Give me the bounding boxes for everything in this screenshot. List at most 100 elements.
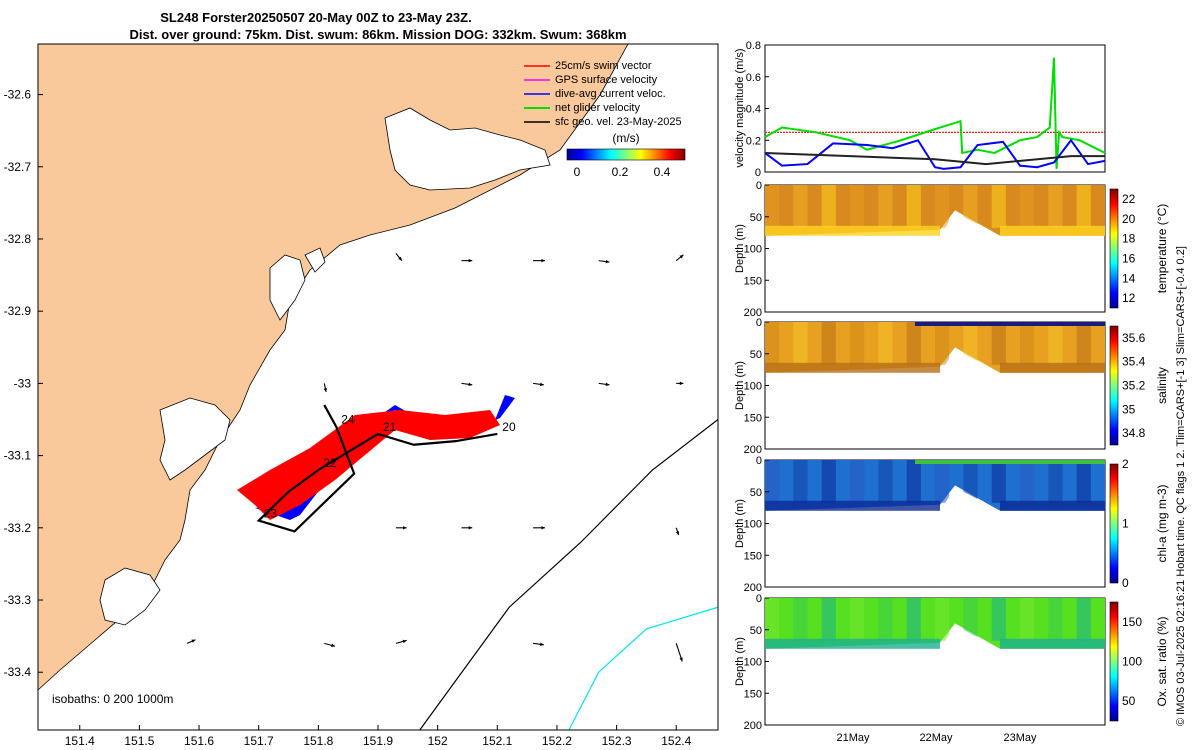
map-y-tick-label: -33.3 [4, 593, 32, 607]
chla-colorbar-label: chl-a (mg m-3) [1155, 484, 1169, 562]
velocity-series-black [764, 151, 1105, 166]
salinity-hump-gap [940, 349, 1000, 373]
temperature-band [850, 185, 865, 228]
oxygen-band [878, 598, 893, 641]
oxygen-band [765, 598, 780, 641]
temperature-y-tick-label: 200 [744, 307, 762, 319]
oxygen-colorbar-tick: 150 [1122, 615, 1142, 629]
chla-band [821, 460, 836, 503]
oxygen-deep-layer [1000, 638, 1105, 649]
salinity-colorbar-tick: 34.8 [1122, 426, 1146, 440]
map-x-tick-label: 151.8 [303, 734, 333, 748]
geo-vector-arrow [675, 527, 680, 536]
salinity-y-tick-label: 0 [756, 317, 762, 329]
map-colorbar-tick-2: 0.4 [654, 165, 671, 179]
map-colorbar-tick-0: 0 [574, 165, 581, 179]
temperature-band [765, 185, 780, 228]
velocity-y-tick-label: 0.8 [746, 40, 761, 52]
map-x-tick-label: 151.5 [124, 734, 154, 748]
lake-small [304, 247, 326, 273]
map-colorbar [566, 148, 686, 161]
chla-band [850, 460, 865, 503]
glider-track [256, 404, 498, 533]
track-day-label: 21 [383, 420, 397, 434]
temperature-band [1076, 185, 1091, 228]
track-day-label: 22 [323, 456, 337, 470]
legend-gps: GPS surface velocity [555, 74, 658, 86]
lake-south [99, 567, 161, 626]
temperature-colorbar [1109, 188, 1119, 309]
salinity-band [850, 322, 865, 365]
chla-y-tick-label: 200 [744, 582, 762, 594]
geo-vector-arrow [461, 382, 473, 387]
legend-net: net glider velocity [555, 102, 640, 114]
oxygen-ylabel: Depth (m) [734, 637, 746, 686]
salinity-band [906, 322, 921, 365]
map-y-tick-label: -33.4 [4, 665, 32, 679]
velocity-y-tick-label: 0 [755, 167, 761, 179]
temperature-panel: 0 50 100 150 200 Depth (m) 12 14 16 18 20 22 tempera… [734, 180, 1169, 319]
salinity-band [935, 322, 950, 365]
map-y-tick-label: -32.6 [4, 88, 32, 102]
geo-vector-arrow [395, 639, 407, 644]
temperature-deep-layer [765, 225, 940, 236]
geo-vector-arrow [598, 382, 610, 387]
map-x-tick-label: 151.9 [363, 734, 393, 748]
isobath-200 [419, 419, 718, 730]
chla-hump-gap [940, 487, 1000, 511]
salinity-band [765, 322, 780, 365]
oxygen-band [963, 598, 978, 641]
salinity-band [1020, 322, 1035, 365]
chla-band [1076, 460, 1091, 503]
legend-dive: dive-avg current veloc. [555, 88, 666, 100]
geo-vector-arrow [395, 253, 403, 261]
velocity-y-tick-label: 0.2 [746, 135, 761, 147]
swim-vector-band [237, 410, 500, 520]
salinity-band [1048, 322, 1063, 365]
oxygen-band [991, 598, 1006, 641]
geo-vector-arrow [533, 526, 546, 530]
temperature-y-tick-label: 100 [744, 244, 762, 256]
map-x-tick-label: 152 [428, 734, 448, 748]
map-legend: 25cm/s swim vector GPS surface velocity … [524, 60, 686, 179]
x-tick-21may: 21May [836, 732, 870, 744]
velocity-y-tick-label: 0.6 [746, 72, 761, 84]
temperature-deep-layer [1000, 225, 1105, 236]
salinity-y-tick-label: 100 [744, 381, 762, 393]
map-x-tick-label: 152.2 [542, 734, 572, 748]
geo-vector-arrow [323, 383, 328, 393]
geo-vector-arrow [186, 639, 196, 644]
geo-vector-arrow [598, 259, 610, 264]
chla-band [793, 460, 808, 503]
salinity-colorbar-tick: 35 [1122, 402, 1136, 416]
map-colorbar-label: (m/s) [612, 131, 639, 145]
chla-band [1020, 460, 1035, 503]
salinity-colorbar-tick: 35.6 [1122, 331, 1146, 345]
temperature-colorbar-tick: 12 [1122, 291, 1136, 305]
chla-band [906, 460, 921, 503]
velocity-panel: 0 0.2 0.4 0.6 0.8 velocity magnitude (m/s) [734, 40, 1106, 179]
oxygen-panel: 0 50 100 150 200 Depth (m) 50 100 150 Ox. sat. ra… [734, 593, 1169, 732]
geo-vector-arrow [533, 382, 544, 387]
temperature-ylabel: Depth (m) [734, 224, 746, 273]
temperature-colorbar-tick: 14 [1122, 271, 1136, 285]
map-colorbar-tick-1: 0.2 [612, 165, 629, 179]
isobath-1000 [568, 606, 718, 730]
lake-central [269, 254, 306, 321]
geo-vector-arrow [324, 642, 336, 647]
salinity-surface-layer [915, 322, 1105, 326]
geo-vector-arrow [533, 642, 544, 647]
x-tick-23may: 23May [1003, 732, 1037, 744]
chla-band [963, 460, 978, 503]
oxygen-y-tick-label: 150 [744, 688, 762, 700]
map-y-tick-label: -33.2 [4, 521, 32, 535]
temperature-band [906, 185, 921, 228]
geo-vector-arrow [676, 381, 684, 386]
chla-surface-layer [915, 460, 1105, 464]
chla-band [878, 460, 893, 503]
oxygen-band [821, 598, 836, 641]
chla-panel: 0 50 100 150 200 Depth (m) 0 1 2 chl-a (mg m-3) [734, 455, 1169, 594]
salinity-band [963, 322, 978, 365]
map-y-tick-label: -33.1 [4, 449, 32, 463]
oxygen-y-tick-label: 0 [756, 593, 762, 605]
